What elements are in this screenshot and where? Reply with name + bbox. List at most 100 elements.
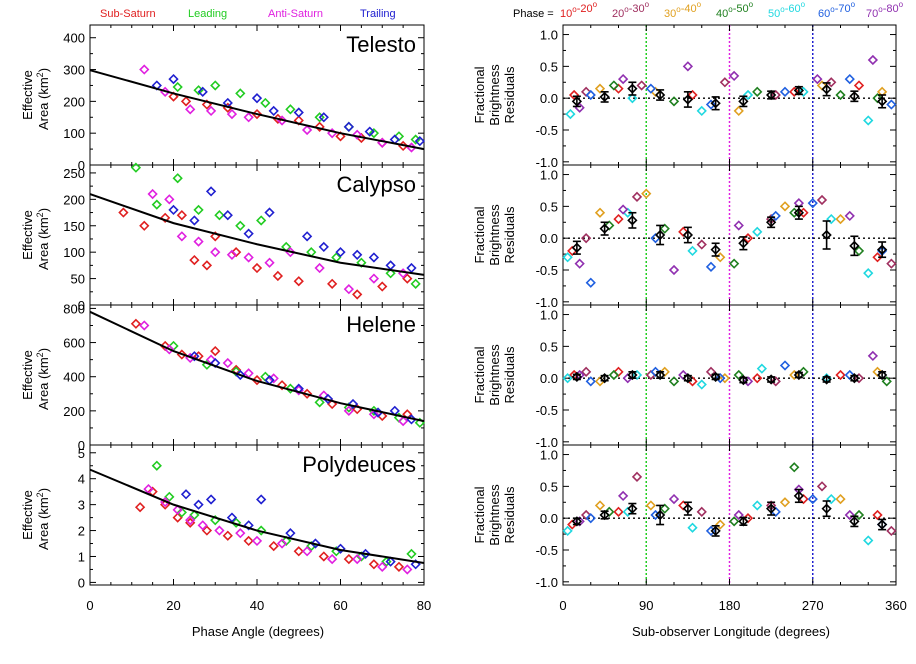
degree-symbol: o — [676, 5, 681, 14]
point-anti-saturn — [139, 320, 150, 331]
degree-symbol: o — [851, 0, 856, 9]
degree-symbol: o — [624, 5, 629, 14]
point-phase-50-60 — [826, 493, 837, 505]
point-phase-20-30 — [580, 86, 592, 97]
x-tick-label: 180 — [719, 598, 741, 613]
legend-anti-saturn: Anti-Saturn — [268, 8, 323, 20]
point-anti-saturn — [301, 546, 313, 557]
binned-mean — [765, 503, 777, 514]
y-axis-label: Effective Area (km2) — [20, 208, 51, 270]
point-trailing — [268, 105, 279, 117]
point-trailing — [168, 204, 179, 216]
degree-symbol: o — [780, 5, 785, 14]
point-phase-10-20 — [872, 509, 883, 521]
x-tick-label: 270 — [802, 598, 824, 613]
point-sub-saturn — [276, 380, 288, 391]
point-phase-30-40 — [872, 366, 883, 377]
y-axis-label-line1: Effective — [20, 210, 35, 260]
point-phase-30-40 — [594, 207, 606, 218]
point-phase-30-40 — [594, 500, 606, 511]
degree-symbol: o — [645, 0, 650, 9]
y-tick-label: 0 — [78, 158, 85, 173]
point-phase-40-50 — [853, 245, 865, 257]
point-trailing — [352, 249, 363, 260]
point-phase-30-40 — [594, 83, 606, 94]
binned-mean — [599, 373, 610, 384]
point-anti-saturn — [251, 535, 263, 547]
point-sub-saturn — [318, 551, 329, 562]
binned-mean — [765, 374, 777, 385]
y-axis-label-line1: Fractional — [472, 206, 487, 263]
point-phase-60-70 — [715, 373, 726, 384]
point-phase-20-30 — [636, 80, 647, 91]
panel-telesto: 0 100 200 300 400 Telesto — [63, 24, 425, 173]
point-phase-60-70 — [807, 198, 818, 209]
point-leading — [235, 88, 246, 99]
point-phase-20-30 — [580, 509, 592, 521]
binned-mean — [710, 371, 721, 383]
y-axis-label-superscript: 2 — [35, 492, 45, 497]
point-phase-40-50 — [872, 93, 883, 104]
y-tick-label: 1.0 — [540, 448, 558, 463]
point-phase-70-80 — [682, 61, 694, 72]
point-phase-10-20 — [568, 89, 580, 101]
point-phase-70-80 — [867, 54, 879, 66]
point-phase-30-40 — [835, 493, 846, 505]
point-trailing — [243, 520, 254, 531]
point-phase-20-30 — [631, 191, 643, 202]
point-phase-20-30 — [719, 77, 731, 88]
point-leading — [281, 535, 292, 547]
point-leading — [164, 491, 175, 502]
point-anti-saturn — [147, 188, 158, 200]
point-leading — [214, 210, 225, 221]
y-axis-label-line2: Area (km2) — [35, 68, 51, 130]
x-tick-label: 20 — [166, 598, 180, 613]
point-phase-70-80 — [617, 490, 629, 502]
point-phase-30-40 — [715, 519, 726, 530]
point-phase-10-20 — [678, 500, 689, 511]
point-anti-saturn — [264, 257, 275, 268]
y-tick-label: 800 — [63, 301, 85, 316]
point-phase-30-40 — [659, 366, 670, 377]
point-sub-saturn — [268, 540, 279, 552]
point-trailing — [243, 228, 254, 239]
point-phase-50-60 — [863, 535, 874, 546]
point-phase-70-80 — [617, 204, 629, 215]
point-phase-60-70 — [844, 73, 855, 85]
point-phase-20-30 — [696, 506, 707, 517]
degree-symbol: o — [593, 0, 598, 9]
legend-leading: Leading — [188, 8, 227, 20]
point-leading — [285, 383, 296, 394]
point-anti-saturn — [197, 520, 208, 531]
binned-mean — [710, 98, 721, 109]
fit-line — [89, 69, 425, 151]
y-axis-label: Effective Area (km2) — [20, 68, 51, 130]
point-leading — [256, 525, 267, 536]
y-tick-label: 400 — [63, 31, 85, 46]
y-axis-label-superscript: 2 — [35, 352, 45, 357]
fit-line — [89, 468, 425, 564]
y-tick-label: 5 — [78, 446, 85, 461]
y-axis-label-line2: Area (km2) — [35, 348, 51, 410]
y-tick-label: -0.5 — [536, 263, 558, 278]
residual-panel-2: -1.0 -0.5 0.0 0.5 1.0 — [536, 164, 897, 310]
y-axis-label-line2: Area (km2) — [35, 208, 51, 270]
y-axis-label: Effective Area (km2) — [20, 348, 51, 410]
point-leading — [314, 112, 325, 123]
point-trailing — [251, 93, 263, 104]
point-phase-70-80 — [668, 493, 680, 505]
point-anti-saturn — [314, 262, 325, 274]
point-sub-saturn — [314, 121, 325, 132]
y-tick-label: 0.0 — [540, 371, 558, 386]
binned-mean — [793, 369, 805, 381]
legend-phase-30-40: 30o-40o — [664, 0, 702, 20]
point-anti-saturn — [343, 405, 354, 416]
point-phase-50-60 — [826, 213, 837, 225]
point-sub-saturn — [176, 210, 187, 221]
point-sub-saturn — [139, 220, 150, 231]
y-tick-label: -0.5 — [536, 123, 558, 138]
point-phase-10-20 — [872, 252, 883, 263]
point-phase-40-50 — [608, 80, 620, 91]
point-phase-70-80 — [733, 509, 744, 521]
